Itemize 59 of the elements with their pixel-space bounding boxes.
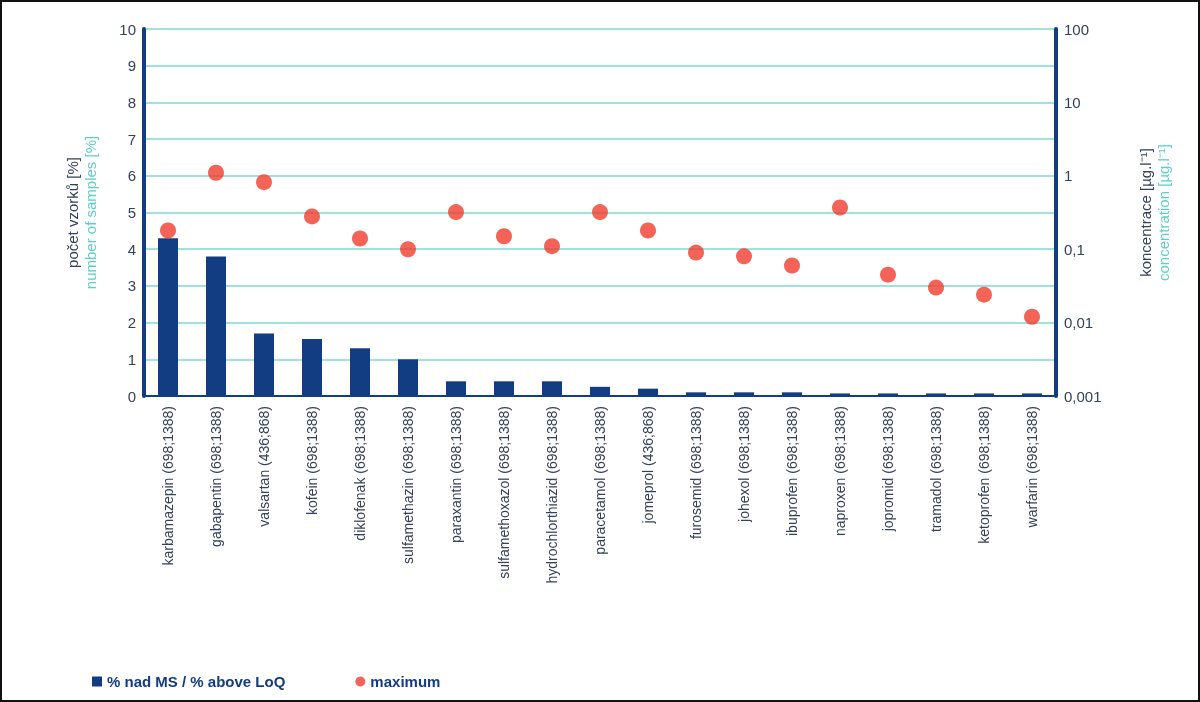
point	[688, 244, 704, 261]
point	[592, 204, 608, 221]
x-tick-label: furosemid (698;1388)	[688, 406, 704, 540]
point	[928, 279, 944, 296]
y-axis-title: počet vzorků [%] number of samples [%]	[63, 135, 99, 290]
x-tick-label: karbamazepin (698;1388)	[160, 406, 176, 566]
y-tick-label: 10	[119, 20, 136, 38]
x-tick-label: diklofenak (698;1388)	[352, 406, 368, 541]
y-tick-label: 0	[127, 387, 136, 405]
point	[880, 266, 896, 283]
x-tick-label: valsartan (436;868)	[256, 406, 272, 527]
x-tick-label: kofein (698;1388)	[304, 406, 320, 515]
point	[352, 230, 368, 247]
point	[208, 164, 224, 181]
y-tick-label: 9	[127, 57, 136, 75]
y2-tick-label: 0,01	[1064, 314, 1094, 332]
x-tick-label: ketoprofen (698;1388)	[976, 406, 992, 544]
y2-tick-label: 10	[1064, 93, 1081, 111]
y-tick-label: 4	[127, 240, 136, 258]
y2-tick-label: 0,001	[1064, 387, 1102, 405]
y-tick-label: 1	[127, 350, 136, 368]
point	[832, 199, 848, 216]
point	[784, 257, 800, 274]
x-tick-label: naproxen (698;1388)	[832, 406, 848, 536]
legend-label: % nad MS / % above LoQ	[107, 673, 286, 690]
x-tick-label: sulfamethoxazol (698;1388)	[496, 406, 512, 579]
y-tick-label: 2	[127, 314, 136, 332]
point	[640, 222, 656, 239]
legend-label: maximum	[370, 673, 441, 690]
y2-axis-title: koncentrace [µg.l⁻¹] concentration [µg.l⁻¹]	[1136, 143, 1172, 282]
y2-tick-label: 1	[1064, 167, 1073, 185]
y-tick-label: 6	[127, 167, 136, 185]
y-tick-label: 5	[127, 204, 136, 221]
x-tick-label: paracetamol (698;1388)	[592, 406, 608, 555]
x-tick-label: sulfamethazin (698;1388)	[400, 406, 416, 564]
point	[304, 208, 320, 225]
point	[1024, 308, 1040, 325]
y-tick-label: 3	[127, 277, 136, 295]
point	[496, 228, 512, 245]
x-tick-label: jopromid (698;1388)	[880, 406, 896, 533]
point	[448, 204, 464, 221]
point	[400, 241, 416, 258]
point	[160, 222, 176, 239]
x-tick-label: paraxantin (698;1388)	[448, 406, 464, 543]
x-tick-label: ibuprofen (698;1388)	[784, 406, 800, 536]
point	[256, 174, 272, 191]
x-tick-label: hydrochlorthiazid (698;1388)	[544, 406, 560, 584]
x-tick-label: gabapentin (698;1388)	[208, 406, 224, 547]
x-tick-label: johexol (698;1388)	[736, 406, 752, 523]
x-tick-label: warfarin (698;1388)	[1024, 406, 1040, 529]
y2-tick-label: 0,1	[1064, 240, 1085, 258]
point	[736, 248, 752, 265]
x-tick-label: jomeprol (436;868)	[640, 406, 656, 525]
y-tick-label: 8	[127, 93, 136, 111]
y2-tick-label: 100	[1064, 20, 1090, 38]
point	[544, 238, 560, 255]
y-tick-label: 7	[127, 130, 136, 148]
x-tick-label: tramadol (698;1388)	[928, 406, 944, 533]
point	[976, 286, 992, 303]
